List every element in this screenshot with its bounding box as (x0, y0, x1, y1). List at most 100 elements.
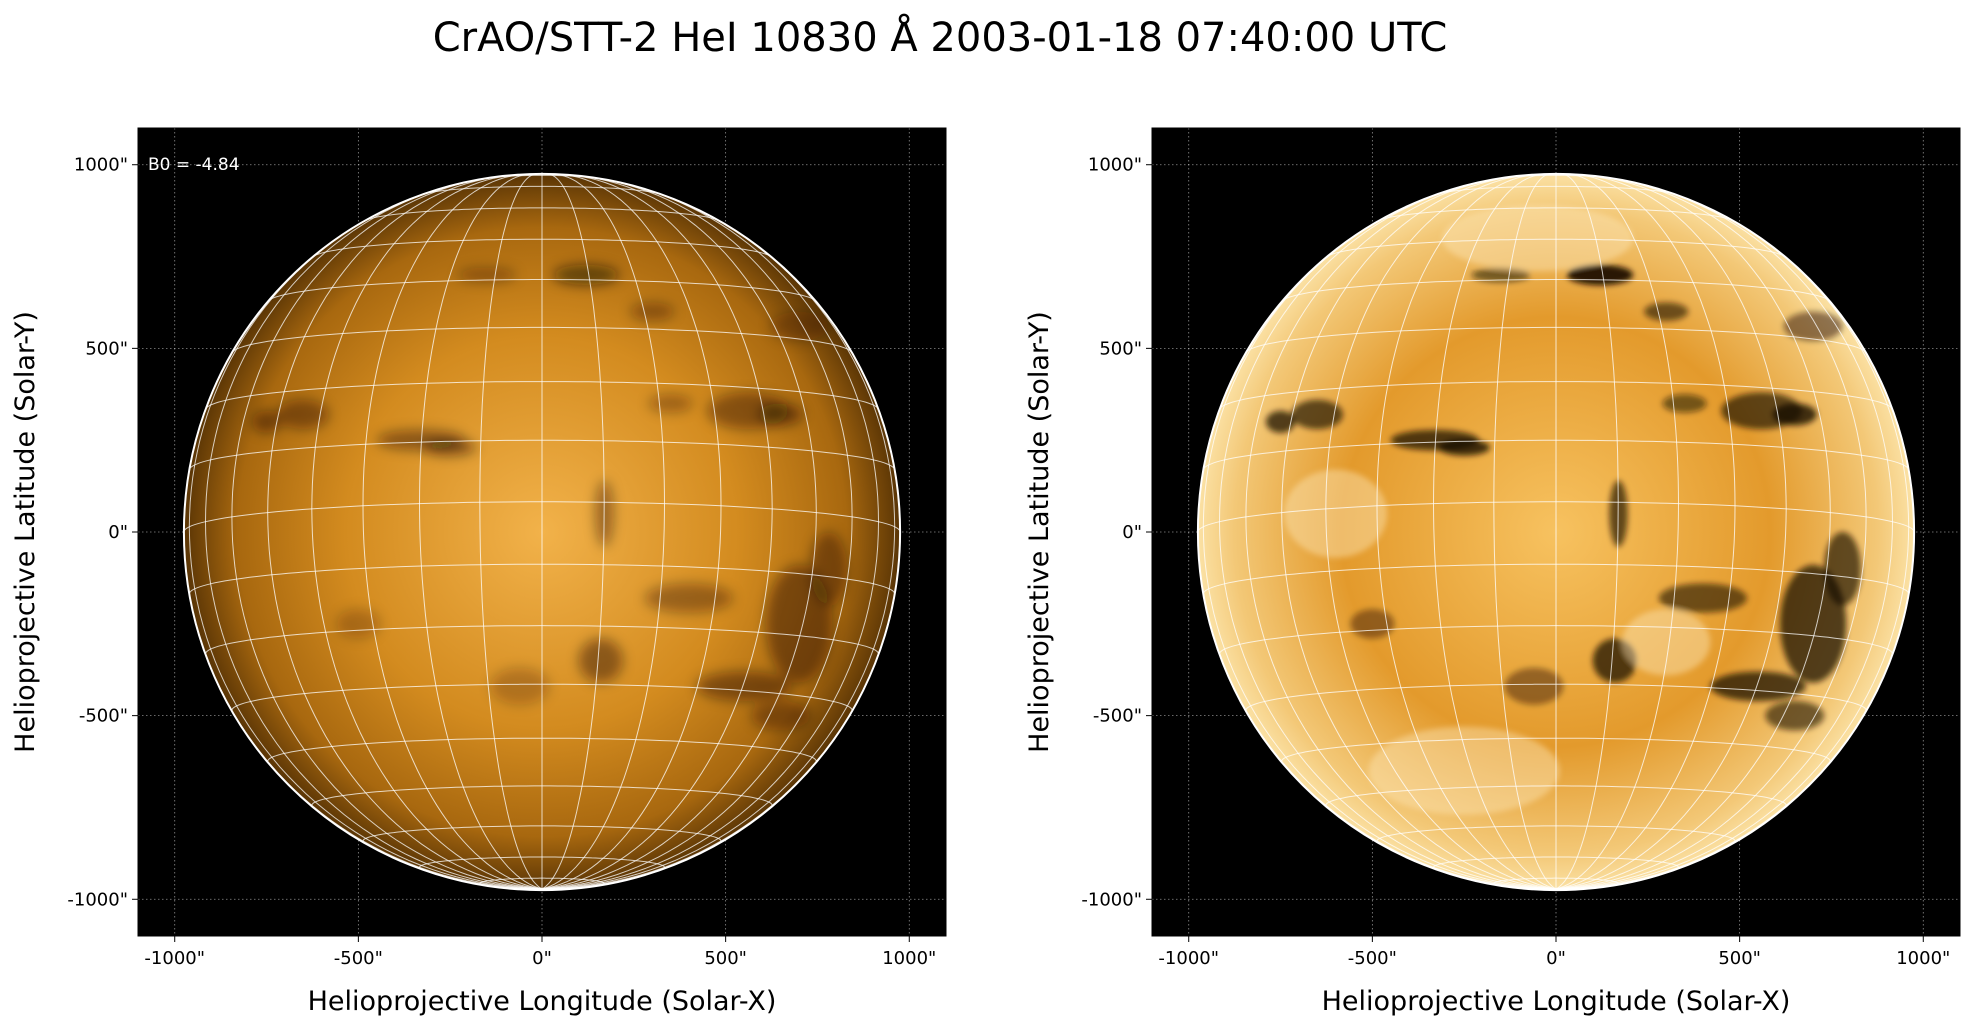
heliographic-grid-line (267, 175, 543, 890)
heliographic-grid-line (1376, 173, 1557, 890)
heliographic-grid-line (541, 173, 722, 890)
heliographic-grid-line (1555, 175, 1831, 890)
dark-feature (1772, 403, 1817, 426)
heliographic-grid-line (1245, 177, 1557, 890)
x-tick-label: 0" (532, 948, 552, 969)
bright-feature (1284, 469, 1388, 558)
heliographic-grid-line (1555, 173, 1736, 890)
y-tick-label: -500" (1093, 706, 1142, 727)
x-tick-label: 500" (1718, 948, 1761, 969)
dark-feature (1783, 311, 1843, 342)
x-tick-label: -1000" (1158, 948, 1219, 969)
heliographic-grid-line (1493, 173, 1557, 890)
heliographic-grid-line (479, 173, 543, 890)
heliographic-grid-line (311, 174, 543, 890)
x-tick-label: -1000" (144, 948, 205, 969)
right-panel: -1000" -500" 0" 500" 1000" -1000" -500" 0" 500" 1… (1024, 127, 1961, 1017)
y-axis-label: Helioprojective Latitude (Solar-Y) (1024, 311, 1055, 753)
heliographic-grid-line (1555, 173, 1680, 890)
dark-feature (769, 311, 829, 342)
dark-feature (1644, 302, 1689, 321)
y-tick-label: -1000" (1081, 889, 1142, 910)
heliographic-grid-line (541, 208, 896, 890)
heliographic-grid-line (1432, 173, 1557, 890)
heliographic-grid-line (418, 173, 543, 890)
dark-feature (1765, 700, 1825, 731)
x-axis-label: Helioprojective Longitude (Solar-X) (308, 986, 777, 1017)
dark-feature (1824, 532, 1861, 606)
x-tick-label: 0" (1546, 948, 1566, 969)
heliographic-grid-line (1202, 208, 1557, 890)
heliographic-grid-line (1555, 173, 1619, 890)
dark-feature (648, 394, 693, 413)
x-tick-label: 1000" (1896, 948, 1950, 969)
dark-feature (696, 671, 792, 701)
heliographic-grid-line (541, 173, 666, 890)
heliographic-grid-line (541, 182, 880, 890)
y-tick-label: -500" (79, 706, 128, 727)
dark-feature (630, 302, 675, 321)
bright-feature (1368, 726, 1560, 815)
dark-feature (758, 403, 803, 426)
dark-feature (553, 264, 620, 286)
heliographic-grid-line (1555, 208, 1910, 890)
dark-feature (1291, 399, 1343, 430)
dark-feature (1265, 410, 1296, 433)
dark-feature (1471, 267, 1531, 283)
bright-feature (1622, 609, 1711, 676)
x-tick-label: -500" (1348, 948, 1397, 969)
dark-feature (1710, 671, 1806, 701)
dark-feature (1438, 439, 1490, 456)
heliographic-grid-line (1325, 174, 1557, 890)
heliographic-grid-line (204, 182, 543, 890)
heliographic-grid-line (541, 174, 773, 890)
y-tick-label: -1000" (67, 889, 128, 910)
x-axis-label: Helioprojective Longitude (Solar-X) (1322, 986, 1791, 1017)
heliographic-grid-line (1218, 182, 1557, 890)
y-tick-label: 0" (1122, 522, 1142, 543)
heliographic-grid-line (1555, 174, 1787, 890)
heliographic-grid-line (1555, 177, 1867, 890)
dark-feature (251, 410, 282, 433)
x-tick-label: 1000" (882, 948, 936, 969)
solar-limb (182, 172, 902, 892)
heliographic-grid-line (188, 208, 543, 890)
dark-feature (424, 439, 476, 456)
heliographic-grid-line (1555, 182, 1894, 890)
heliographic-grid-line (541, 175, 817, 890)
solar-disk (183, 173, 901, 891)
dark-feature (751, 700, 811, 731)
left-panel: -1000" -500" 0" 500" 1000" -1000" -500" 0" 500" 1… (10, 127, 947, 1017)
dark-feature (644, 583, 733, 613)
dark-feature (1350, 609, 1395, 639)
x-tick-label: -500" (334, 948, 383, 969)
heliographic-grid-line (231, 177, 543, 890)
bright-feature (1442, 205, 1634, 272)
heliographic-grid-line (541, 173, 605, 890)
solar-limb (1196, 172, 1916, 892)
y-axis-label: Helioprojective Latitude (Solar-Y) (10, 311, 41, 753)
figure-title: CrAO/STT-2 HeI 10830 Å 2003-01-18 07:40:… (432, 15, 1448, 61)
heliographic-grid-line (362, 173, 543, 890)
heliographic-grid (183, 173, 901, 891)
dark-feature (277, 399, 329, 430)
y-tick-label: 500" (1099, 338, 1142, 359)
y-tick-label: 1000" (74, 155, 128, 176)
dark-feature (1504, 667, 1564, 705)
heliographic-grid-line (1281, 175, 1557, 890)
dark-feature (457, 267, 517, 283)
dark-feature (810, 532, 847, 606)
solar-disk (1197, 173, 1915, 891)
y-tick-label: 1000" (1088, 155, 1142, 176)
heliographic-grid-line (541, 177, 853, 890)
dark-feature (336, 609, 381, 639)
y-tick-label: 0" (108, 522, 128, 543)
dark-feature (1662, 394, 1707, 413)
b0-annotation: B0 = -4.84 (148, 155, 240, 175)
dark-feature (578, 638, 623, 683)
dark-feature (490, 667, 550, 705)
x-tick-label: 500" (704, 948, 747, 969)
y-tick-label: 500" (85, 338, 128, 359)
dark-feature (1658, 583, 1747, 613)
